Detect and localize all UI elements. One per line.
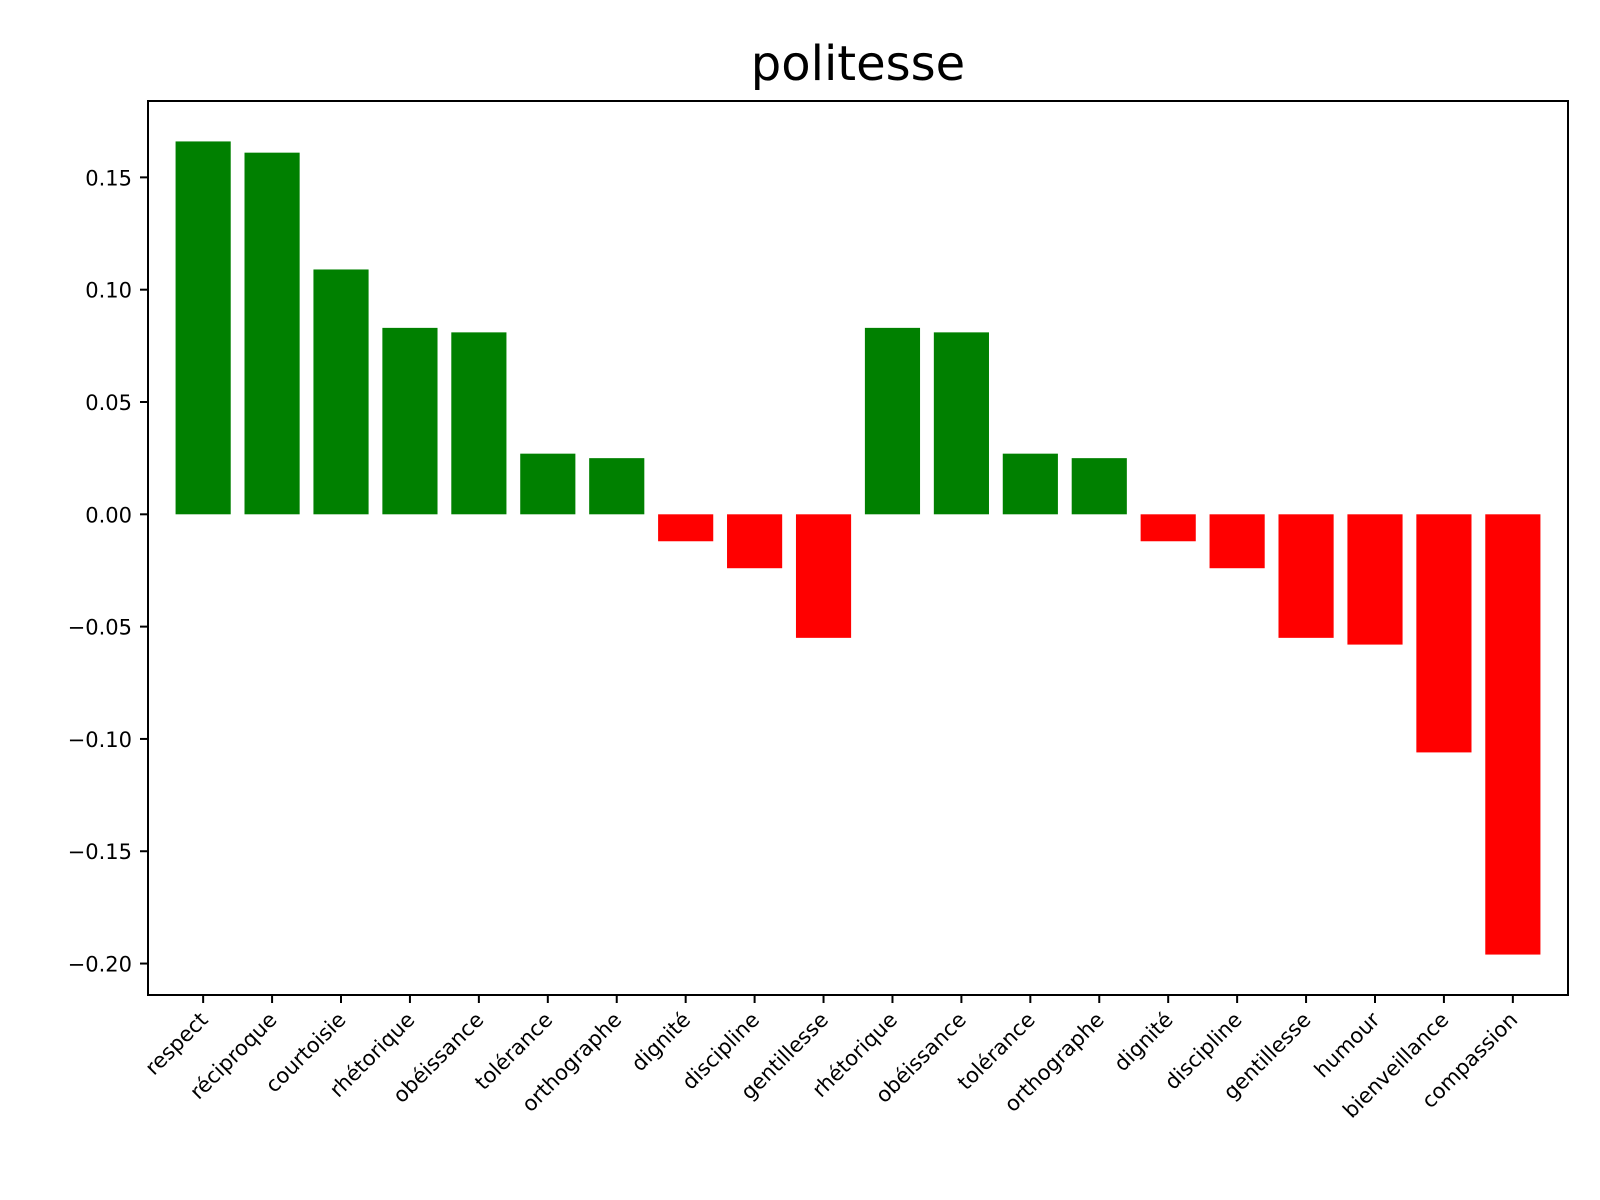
bars-group: [175, 141, 1541, 955]
x-tick-label-14: dignité: [1109, 1008, 1177, 1076]
x-tick-label-7: dignité: [627, 1008, 695, 1076]
y-tick-label-1: −0.15: [68, 840, 132, 864]
bar-5: [520, 453, 576, 515]
bar-17: [1347, 514, 1403, 645]
bar-9: [795, 514, 852, 638]
y-tick-label-4: 0.00: [85, 503, 132, 527]
chart-title: politesse: [751, 36, 965, 92]
bar-12: [1002, 453, 1058, 515]
y-tick-label-6: 0.10: [85, 279, 132, 303]
y-tick-label-5: 0.05: [85, 391, 132, 415]
bar-6: [589, 458, 645, 515]
bar-14: [1140, 514, 1196, 542]
bar-16: [1278, 514, 1334, 638]
y-tick-label-2: −0.10: [68, 728, 132, 752]
bar-4: [451, 332, 507, 515]
bar-1: [244, 152, 300, 515]
bar-8: [727, 514, 783, 569]
x-tick-label-0: respect: [141, 1008, 213, 1080]
x-axis-ticks: respectréciproquecourtoisierhétoriqueobé…: [141, 995, 1522, 1123]
bar-13: [1071, 458, 1127, 515]
bar-3: [382, 327, 438, 515]
y-tick-label-7: 0.15: [85, 166, 132, 190]
bar-0: [175, 141, 231, 515]
bar-2: [313, 269, 369, 515]
bar-10: [864, 327, 921, 515]
y-tick-label-3: −0.05: [68, 616, 132, 640]
y-axis-ticks: −0.20 −0.15 −0.10 −0.05 0.00 0.05 0.10 0.15: [68, 166, 148, 977]
y-tick-label-0: −0.20: [68, 953, 132, 977]
bar-11: [933, 332, 989, 515]
bar-7: [658, 514, 714, 542]
bar-15: [1209, 514, 1265, 569]
bar-19: [1485, 514, 1541, 955]
plot-area-frame: [147, 100, 1569, 996]
bar-18: [1416, 514, 1472, 753]
